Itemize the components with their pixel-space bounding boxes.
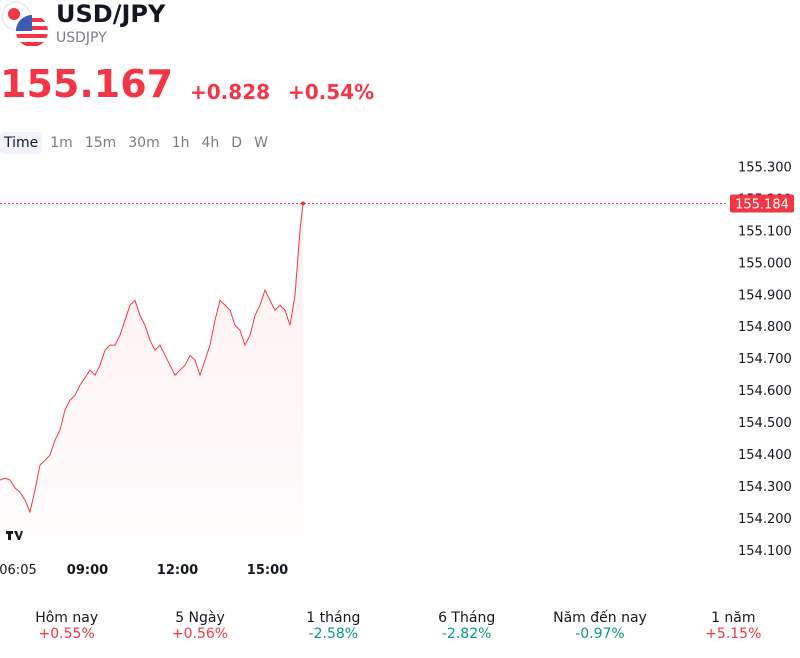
performance-label: 1 tháng	[306, 610, 361, 626]
symbol-code: USDJPY	[56, 30, 107, 46]
y-tick-label: 154.900	[738, 288, 792, 303]
timeframe-button[interactable]: 15m	[84, 135, 117, 151]
performance-label: Hôm nay	[35, 610, 99, 626]
y-tick-label: 154.300	[738, 480, 792, 495]
performance-change: -2.82%	[441, 626, 492, 642]
performance-item[interactable]: 1 năm +5.15%	[667, 610, 800, 642]
performance-row: Hôm nay +0.55% 5 Ngày +0.56% 1 tháng -2.58% 6 …	[0, 610, 800, 642]
chart: 154.100 154.200 154.300 154.400 154.500 154.6…	[0, 160, 794, 578]
y-tick-label: 154.200	[738, 512, 792, 527]
x-tick-label: 12:00	[157, 563, 198, 578]
y-tick-label: 154.100	[738, 544, 792, 559]
y-tick-label: 154.500	[738, 416, 792, 431]
x-tick-label: 09:00	[67, 563, 108, 578]
performance-item[interactable]: 6 Tháng -2.82%	[400, 610, 533, 642]
performance-change: -2.58%	[308, 626, 359, 642]
y-tick-label: 155.000	[738, 256, 792, 271]
timeframe-button[interactable]: 4h	[201, 135, 220, 151]
price-change-percent: +0.54%	[288, 80, 375, 104]
timeframe-button[interactable]: D	[231, 135, 243, 151]
y-tick-label: 155.300	[738, 160, 792, 175]
currency-icons	[1, 1, 48, 47]
last-point	[301, 201, 305, 206]
x-tick-label: 15:00	[247, 563, 288, 578]
performance-label: 5 Ngày	[175, 610, 225, 626]
performance-label: 6 Tháng	[438, 610, 496, 626]
current-price-badge	[730, 194, 794, 213]
area-fill	[0, 203, 303, 546]
timeframe-button[interactable]: 1h	[171, 135, 190, 151]
performance-change: +0.56%	[171, 626, 229, 642]
performance-item[interactable]: Hôm nay +0.55%	[0, 610, 133, 642]
timeframe-button[interactable]: 1m	[50, 135, 73, 151]
performance-item[interactable]: Năm đến nay -0.97%	[533, 610, 666, 642]
timeframe-button[interactable]: W	[254, 135, 268, 151]
y-tick-label: 154.800	[738, 320, 792, 335]
performance-item[interactable]: 5 Ngày +0.56%	[133, 610, 266, 642]
price-line	[0, 203, 304, 514]
performance-change: +0.55%	[38, 626, 95, 642]
current-price-label: 155.184	[735, 197, 789, 212]
timeframe-bar: Time 1m 15m 30m 1h 4h D W	[0, 132, 272, 154]
y-tick-label: 155.100	[738, 224, 792, 239]
performance-item[interactable]: 1 tháng -2.58%	[267, 610, 400, 642]
performance-label: 1 năm	[711, 610, 756, 626]
price-change: +0.828	[190, 80, 271, 104]
y-tick-label: 154.600	[738, 384, 792, 399]
performance-change: -0.97%	[575, 626, 625, 642]
symbol-title: USD/JPY	[56, 0, 166, 28]
performance-label: Năm đến nay	[553, 610, 647, 626]
timeframe-button[interactable]: Time	[0, 132, 43, 154]
last-price: 155.167	[0, 62, 174, 106]
x-tick-label: 06:05	[0, 563, 37, 578]
y-tick-label: 154.700	[738, 352, 792, 367]
y-tick-label: 154.400	[738, 448, 792, 463]
timeframe-button[interactable]: 30m	[128, 135, 160, 151]
performance-change: +5.15%	[705, 626, 762, 642]
